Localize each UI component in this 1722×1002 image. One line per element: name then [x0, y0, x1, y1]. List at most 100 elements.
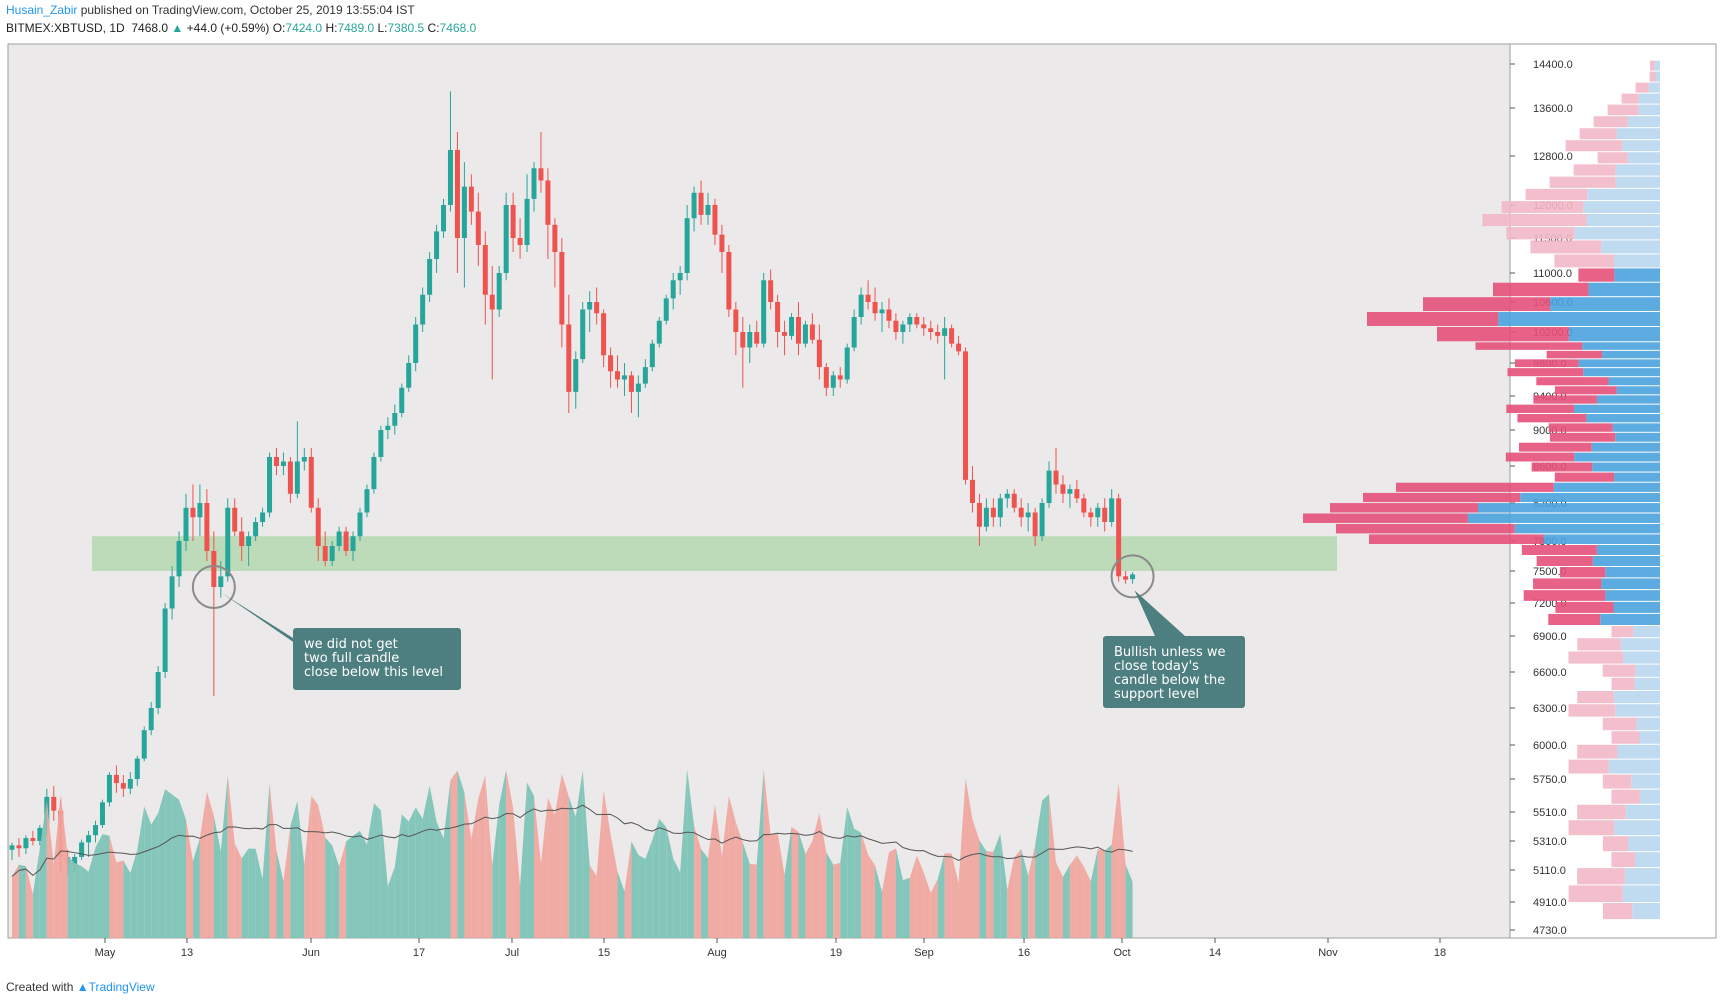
candle-body [120, 783, 126, 789]
volume-area [561, 773, 569, 938]
x-tick-label: Aug [707, 947, 727, 959]
volume-area [199, 791, 207, 938]
volume-profile-down [1579, 128, 1617, 140]
volume-profile-down [1555, 601, 1614, 613]
volume-area [67, 855, 75, 938]
volume-profile-up [1600, 613, 1660, 625]
volume-area [631, 841, 639, 938]
volume-area [450, 770, 458, 938]
candle-body [1060, 484, 1066, 494]
candle-body [552, 224, 558, 252]
volume-profile-down [1635, 82, 1649, 93]
volume-profile-down [1565, 140, 1623, 152]
volume-area [721, 795, 729, 938]
volume-area [1007, 857, 1015, 938]
tradingview-brand[interactable]: TradingView [88, 980, 155, 994]
volume-area [1125, 864, 1133, 938]
candle-body [148, 708, 154, 731]
candle-body [573, 359, 579, 392]
volume-profile-up [1622, 885, 1660, 902]
volume-area [791, 827, 799, 938]
candle-body [287, 461, 293, 494]
candle-body [865, 294, 871, 302]
volume-area [1076, 855, 1084, 938]
volume-profile-down [1549, 176, 1616, 188]
volume-area [234, 843, 242, 938]
volume-area [847, 807, 855, 938]
volume-profile-down [1577, 638, 1621, 651]
volume-area [534, 795, 541, 938]
volume-area [262, 783, 270, 938]
symbol-label[interactable]: BITMEX:XBTUSD, 1D [6, 21, 125, 35]
volume-area [255, 848, 263, 938]
x-tick-label: 15 [598, 947, 610, 959]
volume-profile-up [1623, 651, 1660, 664]
candle-body [503, 205, 509, 273]
candle-body [559, 252, 565, 325]
candle-body [204, 503, 210, 551]
volume-area [1104, 844, 1112, 938]
volume-area [332, 845, 340, 938]
created-with-label: Created with [6, 980, 74, 994]
volume-area [360, 830, 367, 938]
candle-body [768, 280, 774, 302]
volume-area [965, 778, 973, 938]
author-link[interactable]: Husain_Zabir [6, 3, 78, 17]
volume-area [666, 827, 674, 938]
volume-profile-up [1632, 903, 1660, 920]
volume-profile-up [1568, 327, 1660, 342]
volume-profile-down [1602, 774, 1632, 789]
volume-area [88, 847, 96, 938]
x-tick-label: Sep [914, 947, 934, 959]
open-label: O: [272, 21, 286, 35]
volume-profile-down [1650, 60, 1655, 71]
volume-area [1049, 794, 1056, 938]
volume-profile-up [1615, 176, 1660, 188]
y-tick-label: 5510.0 [1533, 807, 1567, 819]
candle-body [1053, 470, 1059, 485]
y-tick-label: 13600.0 [1533, 103, 1573, 115]
volume-profile-up [1596, 395, 1660, 404]
candle-body [176, 541, 182, 577]
candle-body [385, 425, 391, 430]
volume-profile-down [1577, 804, 1626, 820]
candle-body [1074, 489, 1080, 499]
volume-area [888, 848, 896, 938]
candle-body [990, 507, 996, 518]
volume-profile-up [1601, 578, 1660, 590]
callout-left-text-line: two full candle [304, 651, 399, 666]
annotation-circle-right [1110, 554, 1155, 599]
callout-left-pointer [221, 593, 305, 650]
volume-profile-down [1577, 868, 1625, 885]
volume-profile-up [1583, 368, 1660, 377]
volume-area [875, 865, 882, 938]
volume-profile-up [1591, 442, 1660, 452]
candle-body [956, 343, 962, 352]
volume-profile-down [1525, 188, 1588, 201]
candle-body [392, 413, 398, 426]
volume-area [1042, 794, 1050, 938]
volume-profile-down [1568, 759, 1609, 774]
candle-body [823, 367, 829, 388]
volume-area [192, 838, 200, 938]
chart-footer: Created with ▲TradingView [6, 980, 155, 994]
volume-profile-down [1475, 342, 1583, 350]
volume-area [485, 775, 493, 938]
candle-body [1046, 470, 1052, 503]
volume-area [220, 774, 228, 938]
candle-body [747, 332, 753, 348]
volume-area [1090, 849, 1098, 938]
volume-area [457, 770, 465, 938]
volume-profile-down [1573, 164, 1616, 176]
candle-body [399, 387, 405, 413]
volume-profile-down [1523, 590, 1606, 601]
volume-profile-up [1588, 282, 1660, 297]
candle-body [329, 546, 335, 561]
candle-body [225, 507, 231, 577]
candle-body [9, 845, 15, 850]
candle-body [51, 796, 57, 811]
volume-area [895, 848, 903, 938]
volume-area [165, 789, 173, 938]
volume-area [909, 855, 917, 938]
